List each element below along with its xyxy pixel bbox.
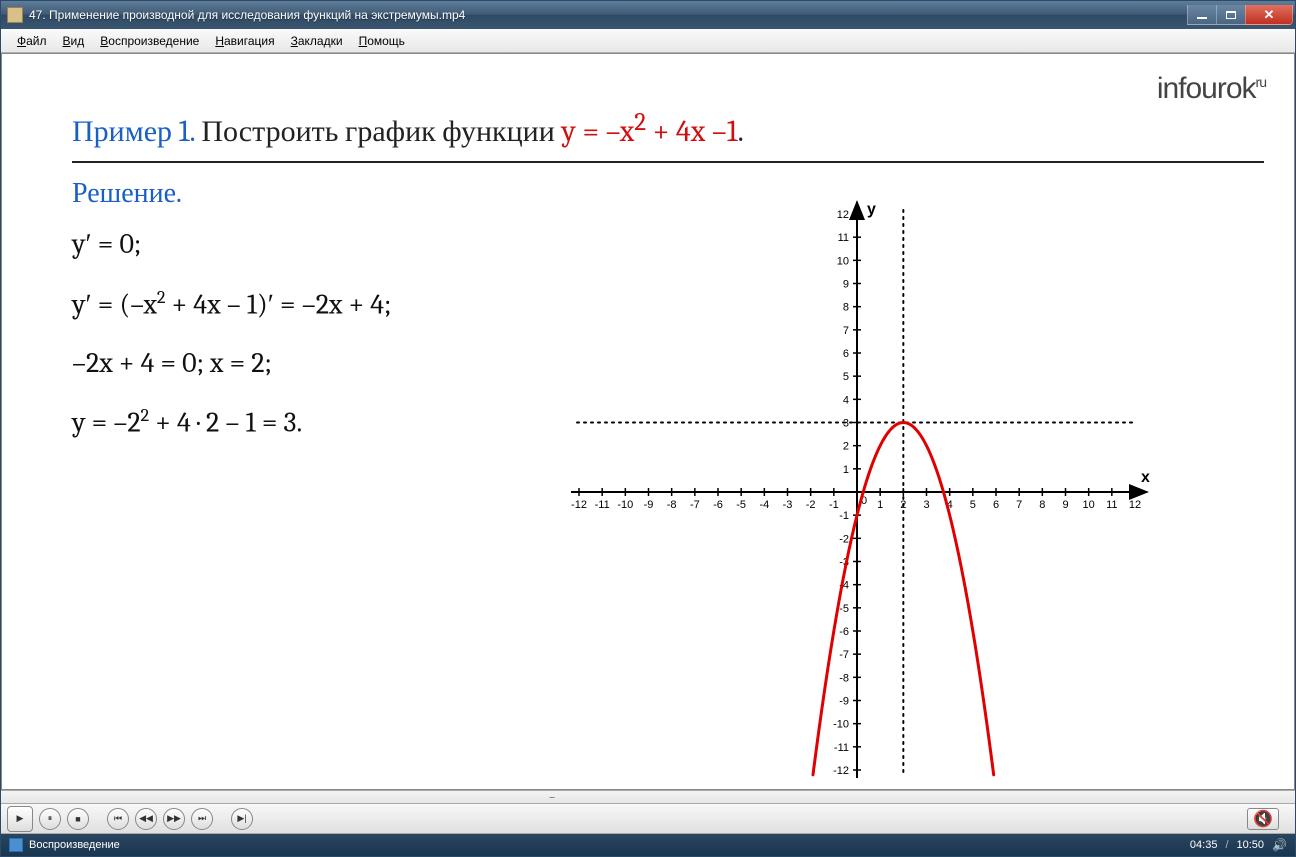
svg-text:-10: -10: [617, 499, 633, 511]
status-icon: [9, 838, 23, 852]
app-icon: [7, 7, 23, 23]
svg-text:-1: -1: [829, 499, 839, 511]
svg-text:-2: -2: [839, 533, 849, 545]
stop-button[interactable]: ■: [67, 808, 89, 830]
menubar: Файл Вид Воспроизведение Навигация Закла…: [1, 29, 1295, 53]
svg-text:-7: -7: [690, 499, 700, 511]
titlebar[interactable]: 47. Применение производной для исследова…: [1, 1, 1295, 29]
menu-file[interactable]: Файл: [9, 32, 55, 50]
svg-text:-9: -9: [839, 696, 849, 708]
status-text: Воспроизведение: [29, 839, 120, 851]
function-expression: y = –x2 + 4x –1: [561, 114, 737, 149]
prev-button[interactable]: ⏮: [107, 808, 129, 830]
svg-text:6: 6: [843, 348, 849, 360]
function-chart: -12-11-10-9-8-7-6-5-4-3-2-10123456789101…: [547, 182, 1167, 790]
seek-handle[interactable]: ⎯: [550, 792, 558, 804]
svg-text:-8: -8: [667, 499, 677, 511]
svg-text:1: 1: [843, 464, 849, 476]
svg-text:-2: -2: [806, 499, 816, 511]
svg-text:2: 2: [843, 441, 849, 453]
svg-text:y: y: [867, 201, 876, 218]
svg-text:10: 10: [837, 255, 849, 267]
svg-text:-5: -5: [736, 499, 746, 511]
svg-text:5: 5: [843, 371, 849, 383]
step-button[interactable]: ▶|: [231, 808, 253, 830]
window-title: 47. Применение производной для исследова…: [29, 8, 1188, 22]
svg-text:7: 7: [1016, 499, 1022, 511]
svg-text:11: 11: [838, 232, 849, 244]
svg-text:4: 4: [843, 394, 849, 406]
svg-text:12: 12: [837, 209, 849, 221]
brand-logo: infourokru: [1157, 72, 1266, 106]
svg-text:5: 5: [970, 499, 976, 511]
menu-help[interactable]: Помощь: [351, 32, 413, 50]
seek-bar[interactable]: ⎯: [1, 790, 1295, 804]
time-current: 04:35: [1190, 839, 1218, 851]
svg-text:6: 6: [993, 499, 999, 511]
svg-text:-11: -11: [595, 499, 610, 511]
svg-text:3: 3: [923, 499, 929, 511]
app-window: 47. Применение производной для исследова…: [0, 0, 1296, 857]
pause-button[interactable]: ⏸: [39, 808, 61, 830]
svg-text:-8: -8: [839, 672, 849, 684]
svg-text:10: 10: [1083, 499, 1095, 511]
forward-button[interactable]: ▶▶: [163, 808, 185, 830]
mute-button[interactable]: 🔇: [1247, 808, 1279, 830]
chart-svg: -12-11-10-9-8-7-6-5-4-3-2-10123456789101…: [547, 182, 1167, 790]
time-total: 10:50: [1237, 839, 1265, 851]
svg-text:-4: -4: [759, 499, 769, 511]
svg-text:1: 1: [877, 499, 883, 511]
slide: infourokru Пример 1. Построить график фу…: [2, 54, 1294, 789]
status-bar: Воспроизведение 04:35 / 10:50 🔊: [1, 834, 1295, 856]
maximize-button[interactable]: [1216, 5, 1246, 25]
svg-text:x: x: [1141, 469, 1150, 486]
play-button[interactable]: ▶: [7, 806, 33, 832]
svg-text:-7: -7: [839, 649, 849, 661]
menu-playback[interactable]: Воспроизведение: [92, 32, 207, 50]
menu-navigation[interactable]: Навигация: [207, 32, 282, 50]
example-label: Пример 1.: [72, 114, 195, 149]
svg-text:-3: -3: [783, 499, 793, 511]
svg-text:-6: -6: [839, 626, 849, 638]
svg-text:11: 11: [1106, 499, 1117, 511]
playback-controls: ▶ ⏸ ■ ⏮ ◀◀ ▶▶ ⏭ ▶| 🔇: [1, 804, 1295, 834]
svg-text:9: 9: [843, 279, 849, 291]
rewind-button[interactable]: ◀◀: [135, 808, 157, 830]
menu-view[interactable]: Вид: [55, 32, 93, 50]
heading-rule: [72, 161, 1264, 163]
slide-heading: Пример 1. Построить график функции y = –…: [72, 108, 1264, 149]
svg-text:12: 12: [1129, 499, 1141, 511]
svg-text:-6: -6: [713, 499, 723, 511]
svg-text:8: 8: [1039, 499, 1045, 511]
svg-text:7: 7: [843, 325, 849, 337]
next-button[interactable]: ⏭: [191, 808, 213, 830]
window-controls: ✕: [1188, 5, 1293, 25]
video-content-area[interactable]: infourokru Пример 1. Построить график фу…: [1, 53, 1295, 790]
svg-text:8: 8: [843, 302, 849, 314]
svg-text:-12: -12: [571, 499, 587, 511]
svg-text:-10: -10: [833, 719, 849, 731]
speaker-icon[interactable]: 🔊: [1272, 838, 1287, 852]
svg-text:9: 9: [1062, 499, 1068, 511]
svg-text:-5: -5: [839, 603, 849, 615]
svg-text:-9: -9: [644, 499, 654, 511]
svg-text:-11: -11: [834, 742, 849, 754]
svg-text:-1: -1: [839, 510, 849, 522]
menu-bookmarks[interactable]: Закладки: [283, 32, 351, 50]
svg-text:-12: -12: [833, 765, 849, 777]
minimize-button[interactable]: [1187, 5, 1217, 25]
close-button[interactable]: ✕: [1245, 5, 1293, 25]
